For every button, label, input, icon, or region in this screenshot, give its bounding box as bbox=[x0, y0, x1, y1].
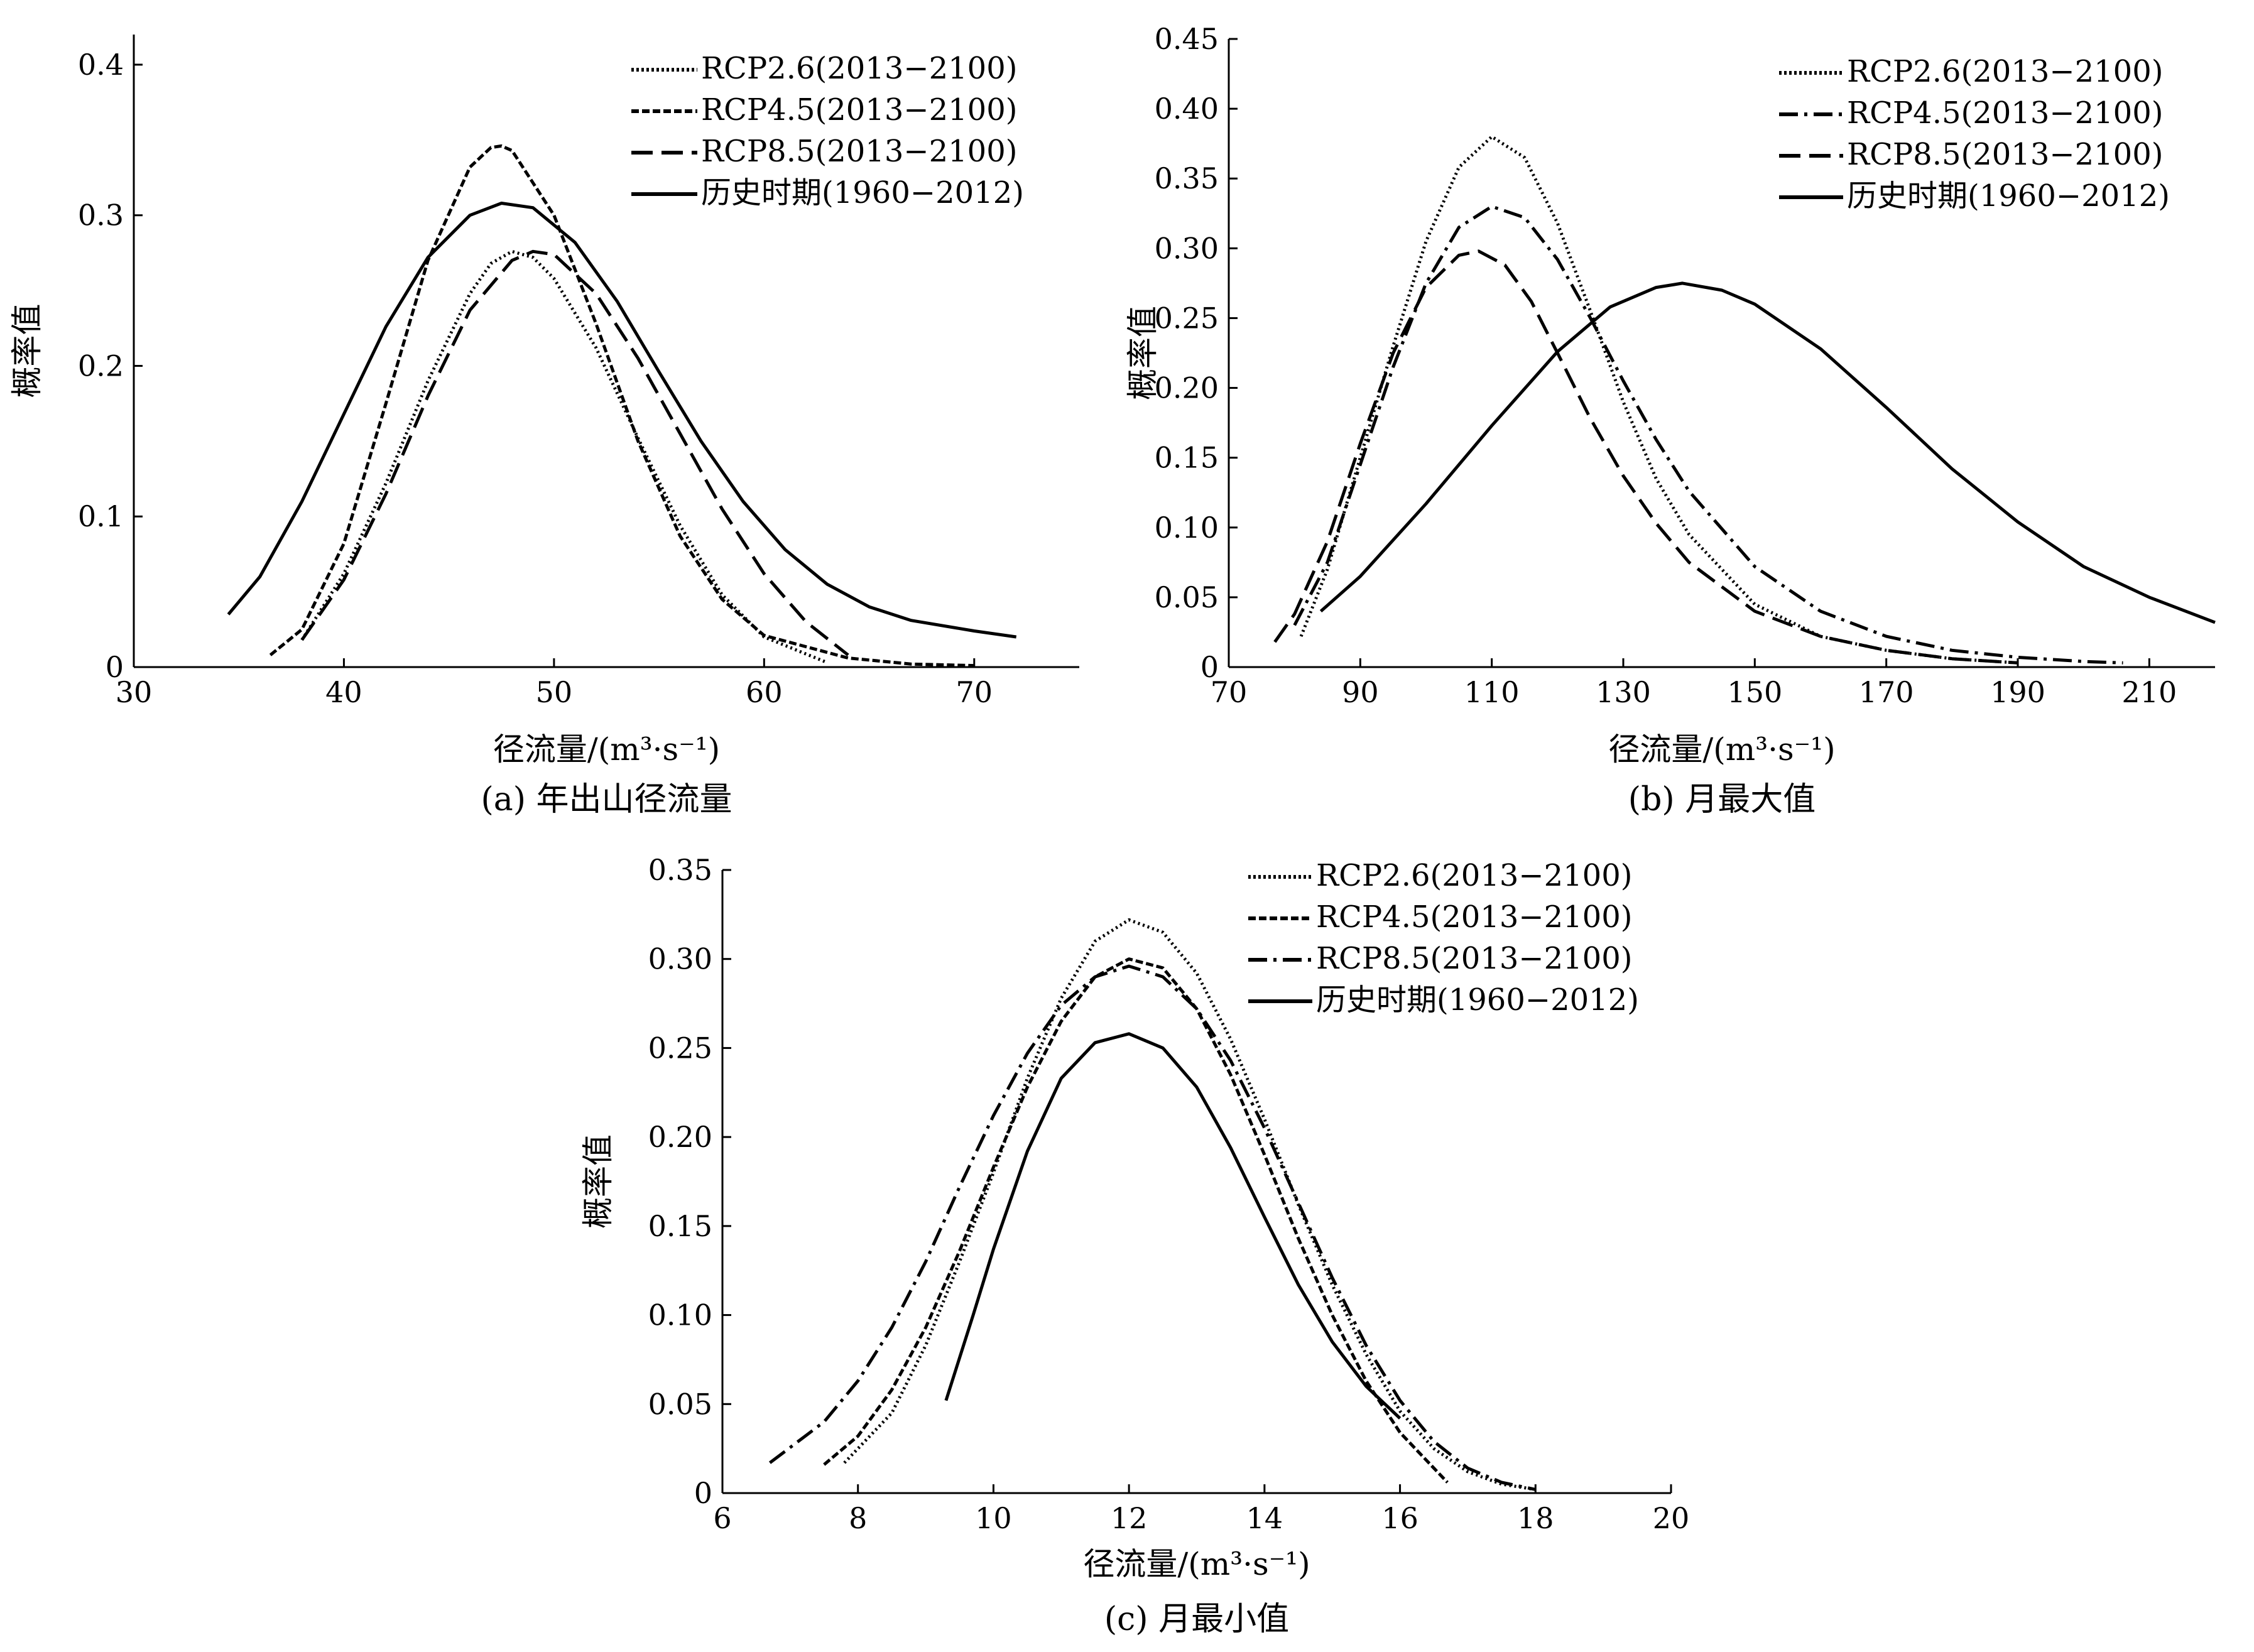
legend-label: RCP2.6(2013−2100) bbox=[1316, 858, 1632, 893]
x-tick-label: 170 bbox=[1859, 675, 1914, 709]
y-tick-label: 0.15 bbox=[648, 1209, 712, 1243]
series-line-2 bbox=[1293, 205, 2123, 665]
panel-caption: (a) 年出山径流量 bbox=[481, 781, 732, 818]
x-tick-label: 18 bbox=[1517, 1501, 1554, 1535]
x-tick-label: 90 bbox=[1342, 675, 1379, 709]
x-tick-label: 70 bbox=[1211, 675, 1248, 709]
y-tick-label: 0.05 bbox=[648, 1387, 712, 1421]
x-tick-label: 50 bbox=[536, 675, 573, 709]
y-tick-label: 0 bbox=[1200, 650, 1219, 684]
y-tick-label: 0 bbox=[694, 1476, 712, 1510]
x-tick-label: 130 bbox=[1596, 675, 1651, 709]
legend-label: 历史时期(1960−2012) bbox=[1847, 178, 2170, 214]
y-tick-label: 0.25 bbox=[1155, 301, 1219, 335]
x-tick-label: 70 bbox=[956, 675, 993, 709]
chart-panel-b: 70 90 110 130 150 170 190 210 0 0.05 0.10 0.15 0.20 0… bbox=[1124, 22, 2216, 818]
chart-panel-c: 6 8 10 12 14 16 18 20 0 0.05 0.10 0.15 0.20 0.25 0.30 0… bbox=[580, 853, 1690, 1638]
y-tick-label: 0.35 bbox=[648, 853, 712, 887]
x-tick-label: 12 bbox=[1111, 1501, 1148, 1535]
legend-label: 历史时期(1960−2012) bbox=[1316, 982, 1639, 1018]
x-axis-title: 径流量/(m³·s⁻¹) bbox=[1608, 731, 1835, 768]
x-tick-label: 60 bbox=[746, 675, 783, 709]
y-axis-title: 概率值 bbox=[580, 1134, 616, 1229]
y-tick-label: 0.10 bbox=[1155, 511, 1219, 545]
legend-label: RCP2.6(2013−2100) bbox=[1847, 54, 2163, 89]
y-tick-label: 0.20 bbox=[1155, 371, 1219, 405]
y-tick-label: 0.45 bbox=[1155, 22, 1219, 56]
y-tick-label: 0.30 bbox=[1155, 231, 1219, 265]
legend-label: RCP8.5(2013−2100) bbox=[701, 134, 1017, 169]
legend-label: RCP4.5(2013−2100) bbox=[1316, 899, 1632, 935]
x-tick-label: 6 bbox=[713, 1501, 731, 1535]
series-line-1 bbox=[300, 249, 828, 665]
x-tick-label: 30 bbox=[116, 675, 153, 709]
legend-label: 历史时期(1960−2012) bbox=[701, 175, 1024, 210]
panel-caption: (c) 月最小值 bbox=[1104, 1600, 1289, 1638]
x-tick-label: 210 bbox=[2121, 675, 2177, 709]
legend-label: RCP4.5(2013−2100) bbox=[701, 92, 1017, 128]
x-tick-label: 150 bbox=[1727, 675, 1782, 709]
panel-caption: (b) 月最大值 bbox=[1628, 781, 1816, 818]
series-line-3 bbox=[768, 964, 1536, 1491]
y-axis-title: 概率值 bbox=[1124, 306, 1161, 400]
series-line-3 bbox=[1273, 249, 2018, 665]
y-axis-title: 概率值 bbox=[9, 304, 45, 398]
chart-panel-a: 30 40 50 60 70 0 0.1 0.2 0.3 0.4 径流量/(m³·s⁻¹) 概率值 (a… bbox=[9, 35, 1079, 818]
y-tick-label: 0.3 bbox=[78, 198, 124, 232]
legend-label: RCP8.5(2013−2100) bbox=[1316, 941, 1632, 976]
y-tick-label: 0.30 bbox=[648, 942, 712, 976]
y-tick-label: 0 bbox=[106, 650, 124, 684]
series-line-1 bbox=[1299, 135, 2018, 665]
y-tick-label: 0.1 bbox=[78, 499, 124, 533]
x-axis-title: 径流量/(m³·s⁻¹) bbox=[493, 731, 720, 768]
y-tick-label: 0.4 bbox=[78, 48, 124, 82]
x-tick-label: 20 bbox=[1653, 1501, 1690, 1535]
x-tick-label: 190 bbox=[1990, 675, 2045, 709]
x-tick-label: 16 bbox=[1381, 1501, 1418, 1535]
series-line-4 bbox=[944, 1032, 1402, 1420]
x-axis-title: 径流量/(m³·s⁻¹) bbox=[1083, 1546, 1310, 1582]
series-line-1 bbox=[843, 918, 1536, 1491]
legend-label: RCP4.5(2013−2100) bbox=[1847, 95, 2163, 131]
series-line-4 bbox=[1319, 281, 2216, 624]
series-line-2 bbox=[823, 957, 1449, 1484]
y-tick-label: 0.25 bbox=[648, 1031, 712, 1065]
x-tick-label: 14 bbox=[1246, 1501, 1283, 1535]
x-tick-label: 40 bbox=[325, 675, 362, 709]
x-tick-label: 110 bbox=[1464, 675, 1520, 709]
legend-label: RCP2.6(2013−2100) bbox=[701, 51, 1017, 86]
y-tick-label: 0.40 bbox=[1155, 92, 1219, 126]
legend-label: RCP8.5(2013−2100) bbox=[1847, 137, 2163, 172]
y-tick-label: 0.20 bbox=[648, 1120, 712, 1154]
y-tick-label: 0.10 bbox=[648, 1298, 712, 1332]
y-tick-label: 0.15 bbox=[1155, 441, 1219, 475]
y-tick-label: 0.05 bbox=[1155, 580, 1219, 614]
y-tick-label: 0.35 bbox=[1155, 161, 1219, 195]
y-tick-label: 0.2 bbox=[78, 349, 124, 383]
series-line-2 bbox=[269, 144, 974, 668]
x-tick-label: 10 bbox=[975, 1501, 1012, 1535]
series-line-4 bbox=[227, 202, 1017, 639]
x-tick-label: 8 bbox=[849, 1501, 867, 1535]
